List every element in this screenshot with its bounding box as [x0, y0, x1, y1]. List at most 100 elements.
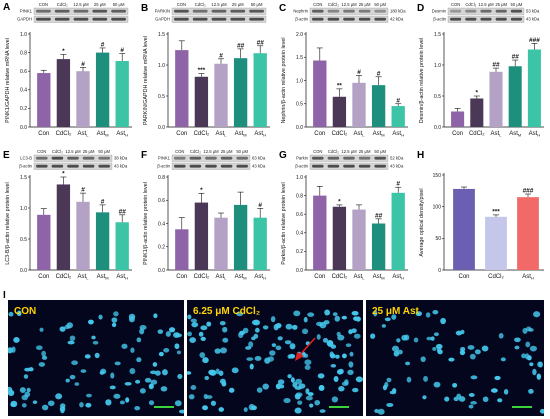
y-tick-label: 0.5: [20, 237, 27, 243]
cell-nucleus: [422, 395, 427, 400]
y-tick-label: 1.5: [158, 32, 165, 38]
tick-label: AstM: [97, 131, 109, 138]
cell-nucleus: [236, 311, 244, 317]
cell-nucleus: [228, 387, 235, 393]
cell-nucleus: [246, 357, 254, 361]
cell-nucleus: [392, 388, 397, 394]
cell-nucleus: [322, 337, 329, 343]
blot-band: [211, 17, 227, 21]
cell-nucleus: [316, 334, 321, 340]
blot-row-label: Parkin: [296, 156, 309, 161]
cell-nucleus: [121, 343, 128, 349]
y-tick-label: 150: [433, 173, 442, 179]
blot-column-label: 50 μM: [511, 2, 523, 7]
cell-nucleus: [111, 322, 117, 328]
bar: [527, 49, 541, 127]
cell-nucleus: [528, 328, 534, 332]
blot-column-label: 25 μM: [359, 2, 371, 7]
blot-column-label: 12.5 μM: [211, 2, 227, 7]
cell-nucleus: [348, 361, 354, 368]
cell-nucleus: [433, 332, 439, 337]
bar: [56, 59, 71, 127]
blot-band: [67, 156, 79, 160]
cell-nucleus: [41, 404, 49, 411]
cell-nucleus: [125, 397, 130, 403]
cell-nucleus: [304, 359, 312, 366]
y-tick-label: 0.2: [20, 106, 27, 112]
bar: [371, 85, 386, 127]
bar: [76, 71, 90, 127]
cell-nucleus: [349, 351, 354, 357]
blot-band: [465, 17, 477, 21]
blot-band: [236, 156, 248, 160]
blot-column-label: 12.5 μM: [341, 149, 357, 154]
panel-label: H: [417, 150, 425, 161]
cell-nucleus: [231, 367, 239, 374]
cell-nucleus: [514, 337, 521, 343]
cell-nucleus: [458, 396, 466, 402]
cell-nucleus: [295, 378, 303, 385]
cell-nucleus: [345, 343, 352, 347]
cell-nucleus: [353, 333, 361, 339]
cell-nucleus: [526, 355, 532, 361]
cell-nucleus: [251, 405, 257, 411]
cell-nucleus: [139, 328, 145, 335]
cell-nucleus: [351, 328, 357, 334]
chart-panel-g: G CON CdCl₂ 12.5 μM 25 μM 50 μM Parkin 52 kDa β-…: [276, 147, 414, 290]
cell-nucleus: [294, 407, 302, 414]
cell-nucleus: [539, 408, 544, 414]
chart-svg: 0 50 100 150 Average optical density/pixel Co…: [419, 173, 544, 281]
chart-panel-e: E CON CdCl₂ 12.5 μM 25 μM 50 μM LC3-B 38 kDa β-a…: [0, 147, 138, 290]
y-axis-label: Nephrin/β-actin relative protein level: [281, 37, 287, 123]
blot-column-label: CdCl₂: [465, 2, 476, 7]
blot-band: [312, 164, 324, 168]
cell-nucleus: [283, 398, 291, 404]
blot-band: [111, 9, 126, 13]
tick-label: Con: [176, 274, 187, 280]
cell-nucleus: [124, 381, 132, 386]
blot-band: [73, 9, 89, 13]
cell-nucleus: [269, 350, 276, 356]
cell-nucleus: [270, 316, 276, 323]
tick-label: CdCl₂: [332, 131, 348, 137]
cell-nucleus: [338, 385, 345, 392]
blot-band: [51, 156, 64, 160]
blot-band: [92, 17, 108, 21]
blot-band: [205, 164, 217, 168]
cell-nucleus: [67, 340, 75, 345]
cell-nucleus: [425, 312, 431, 318]
bar: [95, 52, 110, 127]
chart-panel-c: C CON CdCl₂ 12.5 μM 25 μM 50 μM Nephrin 180 kDa…: [276, 0, 414, 147]
bar: [233, 204, 248, 270]
significance-mark: ###: [529, 37, 540, 44]
blot-row-label: PINK1: [20, 9, 33, 14]
blot-column-label: CON: [177, 2, 186, 7]
cell-nucleus: [218, 407, 225, 412]
cell-nucleus: [91, 335, 96, 340]
cell-nucleus: [347, 369, 354, 375]
y-axis-label: Desmin/β-actin relative protein level: [419, 38, 425, 124]
tick-label: AstM: [97, 274, 109, 281]
cell-nucleus: [163, 348, 170, 353]
cell-nucleus: [307, 392, 314, 397]
cell-nucleus: [169, 327, 176, 333]
tick-label: AstM: [509, 131, 521, 138]
y-axis-label: LC3-B/β-actin relative protein level: [5, 182, 11, 265]
bar: [391, 106, 405, 127]
chart-svg: CON CdCl₂ 12.5 μM 25 μM 50 μM PINK1 GAPDH 0.0 0.…: [5, 2, 132, 138]
cell-nucleus: [218, 370, 224, 376]
blot-column-label: 50 μM: [236, 149, 248, 154]
cell-nucleus: [353, 316, 359, 321]
cell-nucleus: [290, 377, 295, 383]
significance-mark: ***: [198, 67, 206, 74]
bar: [214, 63, 228, 127]
significance-mark: #: [396, 181, 400, 188]
blot-size-label: 63 kDa: [252, 156, 266, 161]
bar: [313, 60, 327, 127]
cell-nucleus: [331, 396, 339, 403]
blot-column-label: 50 μM: [374, 2, 386, 7]
bar: [194, 202, 209, 270]
blot-row-label: PARKIN: [155, 9, 170, 14]
cell-nucleus: [215, 368, 220, 375]
